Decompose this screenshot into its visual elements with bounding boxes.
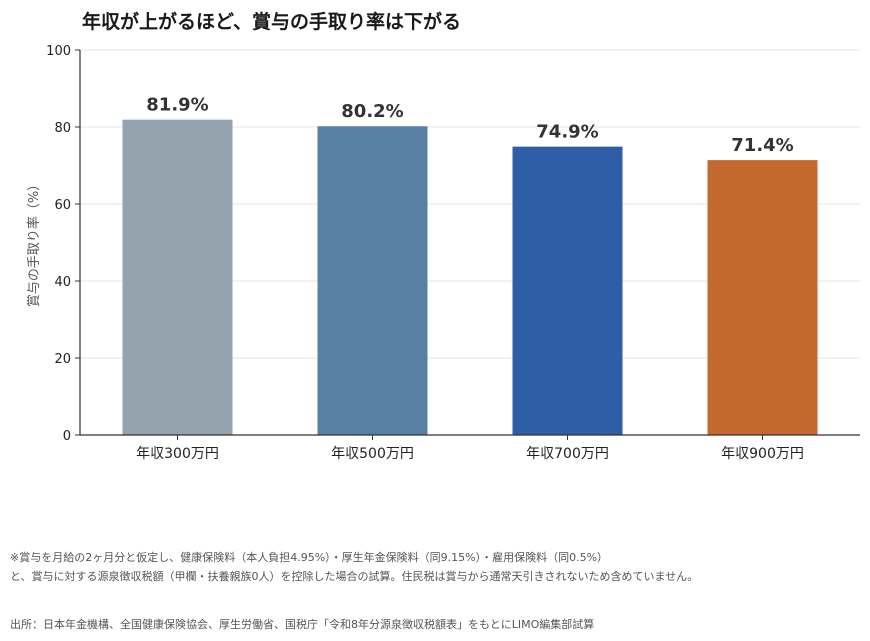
bar [512, 146, 623, 435]
bar [317, 126, 428, 435]
footnote-line-2: と、賞与に対する源泉徴収税額（甲欄・扶養親族0人）を控除した場合の試算。住民税は… [10, 570, 699, 583]
source-note: 出所：日本年金機構、全国健康保険協会、厚生労働省、国税庁「令和8年分源泉徴収税額… [10, 618, 595, 631]
y-tick-label: 100 [46, 44, 71, 59]
x-tick-label: 年収500万円 [331, 446, 414, 462]
bar [707, 160, 818, 436]
bar-value-label: 80.2% [341, 101, 403, 122]
chart-title: 年収が上がるほど、賞与の手取り率は下がる [82, 11, 462, 33]
labels: 81.9% 80.2% 74.9% 71.4% 賞与の手取り率（%） [26, 95, 794, 307]
bar-chart: 0 20 40 60 80 100 年収300万円 年収500万円 年収700万円 年収900万円… [26, 44, 860, 462]
y-tick-label: 20 [54, 352, 71, 367]
x-tick-label: 年収300万円 [136, 446, 219, 462]
y-tick-label: 60 [54, 198, 71, 213]
bar [122, 119, 233, 435]
axes: 0 20 40 60 80 100 年収300万円 年収500万円 年収700万円 年収900万円 [46, 44, 860, 462]
bar-value-label: 74.9% [536, 122, 598, 143]
bar-value-label: 81.9% [146, 95, 208, 116]
y-tick-label: 80 [54, 121, 71, 136]
bar-value-label: 71.4% [731, 135, 793, 156]
x-tick-label: 年収700万円 [526, 446, 609, 462]
x-tick-label: 年収900万円 [721, 446, 804, 462]
y-tick-label: 40 [54, 275, 71, 290]
bars [122, 119, 818, 436]
y-tick-label: 0 [63, 429, 71, 444]
y-axis-label: 賞与の手取り率（%） [26, 178, 42, 307]
footnote-line-1: ※賞与を月給の2ヶ月分と仮定し、健康保険料（本人負担4.95%）・厚生年金保険料… [10, 551, 609, 564]
